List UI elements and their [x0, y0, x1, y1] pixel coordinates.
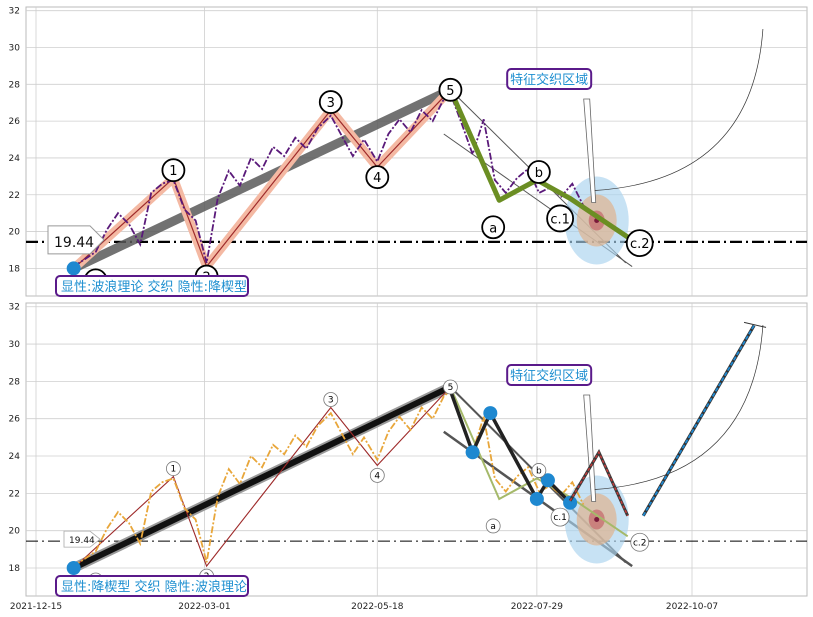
wedge-point-dot — [465, 445, 480, 460]
impulse-trend-line — [70, 383, 454, 572]
y-tick-label: 20 — [9, 228, 21, 238]
wave-0-dot — [66, 261, 81, 276]
y-tick-label: 20 — [9, 527, 21, 537]
wave-label-c.2: c.2 — [630, 237, 650, 252]
y-tick-label: 26 — [9, 415, 21, 425]
callout-shape — [63, 530, 101, 548]
wedge-point-dot — [483, 406, 498, 421]
wave-label-3: 3 — [327, 96, 335, 111]
wave-label-circle — [531, 463, 547, 478]
wave-label-4: 4 — [373, 171, 381, 186]
wave-label-circle — [323, 392, 339, 407]
wave-label-circle — [526, 160, 551, 184]
wave-label-a: a — [489, 221, 497, 236]
x-tick-label: 2022-07-29 — [511, 602, 564, 612]
correction-wave-line — [449, 386, 629, 538]
bottom-panel: 182022242628303219.44012345abc.1c.2特征交织区… — [9, 302, 808, 612]
wave-label-b: b — [536, 466, 542, 476]
x-tick-label: 2022-05-18 — [351, 602, 404, 612]
wave-label-a: a — [490, 522, 496, 532]
wave-label-circle — [369, 467, 385, 483]
y-tick-label: 22 — [9, 489, 20, 499]
reference-line-label: 19.44 — [69, 536, 95, 546]
feature-zone-box — [506, 68, 593, 90]
wave-label-circle — [318, 90, 343, 114]
y-tick-label: 24 — [9, 452, 21, 462]
top-panel: 182022242628303219.44012345abc.1c.2特征交织区… — [9, 6, 808, 297]
y-tick-label: 32 — [9, 303, 20, 313]
pattern-box — [55, 575, 249, 597]
wave-label-c.1: c.1 — [553, 513, 567, 523]
x-tick-label: 2022-03-01 — [178, 602, 230, 612]
wave-label-circle — [481, 215, 506, 240]
impulse-wave-line — [73, 386, 451, 569]
wave-label-circle — [630, 532, 650, 552]
projection-curve — [594, 324, 764, 490]
feature-zone-label: 特征交织区域 — [510, 368, 588, 384]
x-tick-label: 2022-10-07 — [666, 602, 718, 612]
y-tick-label: 30 — [9, 340, 21, 350]
pattern-box — [55, 275, 249, 297]
wave-label-circle — [546, 204, 575, 233]
wave-label-c.1: c.1 — [550, 212, 570, 227]
zone-pointer-arrow — [583, 98, 597, 203]
wave-label-5: 5 — [448, 383, 454, 393]
price-line — [73, 91, 585, 268]
callout-shape — [47, 225, 105, 255]
projection-end-mark — [743, 321, 767, 328]
wave-label-4: 4 — [374, 471, 380, 481]
feature-zone-box — [506, 364, 593, 386]
wave-label-circle — [438, 77, 463, 102]
wave-label-circle — [365, 165, 390, 190]
impulse-wave-line — [73, 89, 451, 269]
feature-zone-label: 特征交织区域 — [510, 72, 588, 88]
tent-line — [569, 450, 629, 517]
wave-label-1: 1 — [169, 164, 177, 179]
pattern-label: 显性:波浪理论 交织 隐性:降楔型 — [61, 279, 247, 295]
reference-callout: 19.44 — [47, 225, 105, 255]
target-zone-dot — [594, 516, 600, 522]
y-tick-label: 24 — [9, 154, 21, 164]
price-line — [73, 389, 585, 567]
wedge-point-dot — [529, 491, 544, 506]
y-tick-label: 22 — [9, 191, 20, 201]
plot-frame — [25, 6, 808, 297]
wave-0-dot — [66, 561, 81, 576]
wave-label-3: 3 — [328, 396, 334, 406]
wave-label-circle — [625, 229, 654, 257]
reference-line-label: 19.44 — [54, 235, 94, 251]
reference-callout: 19.44 — [63, 530, 101, 548]
wedge-point-dot — [540, 473, 555, 488]
pattern-label: 显性:降楔型 交织 隐性:波浪理论 — [61, 579, 247, 595]
y-tick-label: 28 — [9, 377, 21, 387]
projection-line — [642, 324, 755, 517]
y-tick-label: 18 — [9, 264, 21, 274]
y-tick-label: 32 — [9, 7, 20, 17]
x-tick-label: 2021-12-15 — [10, 602, 62, 612]
wedge-point-dot — [563, 495, 578, 510]
wave-label-c.2: c.2 — [633, 538, 647, 548]
wave-label-circle — [485, 518, 501, 534]
wave-label-circle — [550, 507, 570, 527]
wave-label-circle — [161, 158, 186, 183]
wave-label-5: 5 — [446, 84, 454, 99]
y-tick-label: 28 — [9, 80, 21, 90]
wave-label-1: 1 — [171, 465, 177, 475]
plot-frame — [25, 302, 808, 597]
wave-label-circle — [166, 461, 181, 476]
y-tick-label: 26 — [9, 117, 21, 127]
y-tick-label: 18 — [9, 564, 21, 574]
wave-label-b: b — [535, 166, 543, 181]
wave-label-circle — [443, 379, 458, 395]
impulse-trend-band — [69, 85, 455, 273]
y-tick-label: 30 — [9, 43, 21, 53]
projection-curve — [594, 28, 764, 191]
